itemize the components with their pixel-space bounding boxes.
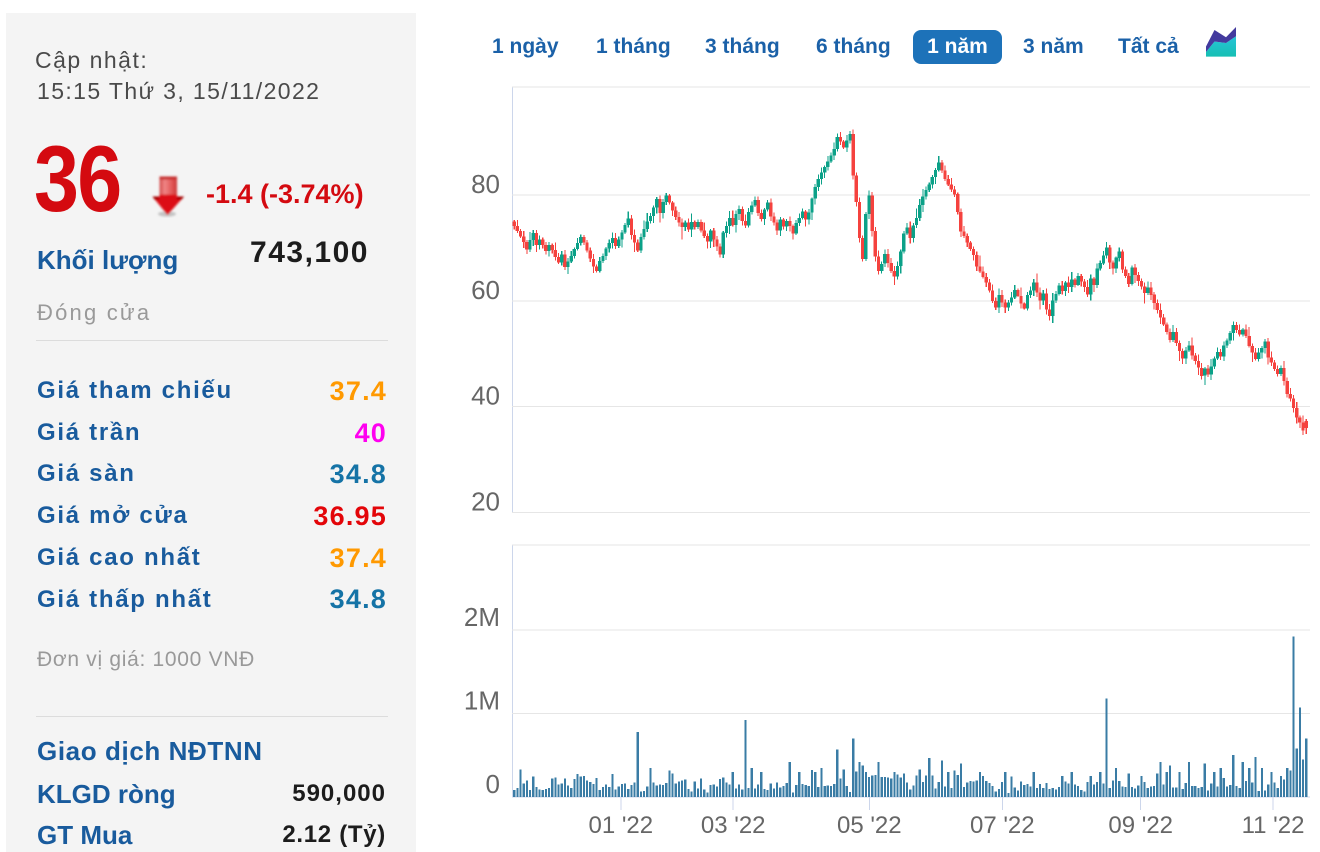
svg-text:80: 80 <box>471 169 500 199</box>
svg-text:09 '22: 09 '22 <box>1108 812 1173 839</box>
svg-text:1M: 1M <box>464 686 500 716</box>
svg-text:05 '22: 05 '22 <box>837 812 902 839</box>
svg-text:11 '22: 11 '22 <box>1242 812 1305 839</box>
svg-text:40: 40 <box>471 381 500 411</box>
svg-text:20: 20 <box>471 486 500 516</box>
svg-text:07 '22: 07 '22 <box>970 812 1035 839</box>
svg-text:03 '22: 03 '22 <box>701 812 766 839</box>
svg-text:2M: 2M <box>464 602 500 632</box>
svg-text:0: 0 <box>486 769 500 799</box>
svg-text:60: 60 <box>471 275 500 305</box>
svg-text:01 '22: 01 '22 <box>588 812 653 839</box>
